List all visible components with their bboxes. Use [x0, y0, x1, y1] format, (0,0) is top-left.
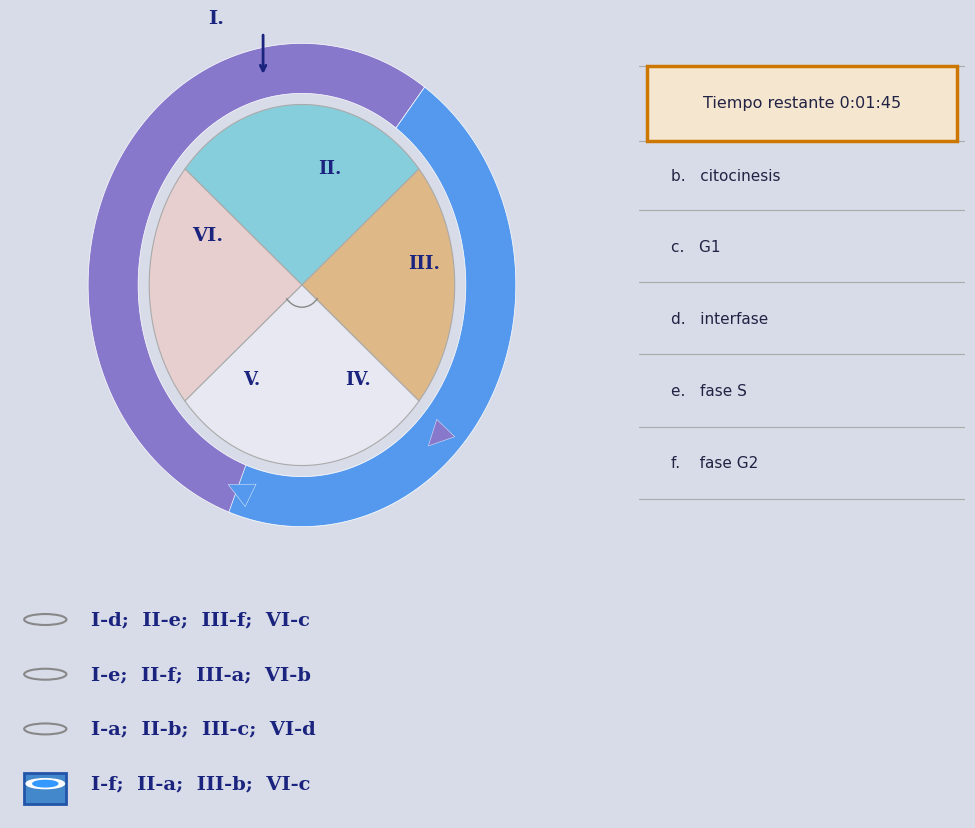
Text: I-a;  II-b;  III-c;  VI-d: I-a; II-b; III-c; VI-d — [92, 720, 316, 738]
Text: c.   G1: c. G1 — [671, 239, 721, 254]
Text: II.: II. — [318, 160, 341, 178]
Text: VI.: VI. — [192, 227, 223, 245]
Polygon shape — [228, 484, 256, 507]
Polygon shape — [428, 420, 454, 446]
Text: f.    fase G2: f. fase G2 — [671, 455, 759, 470]
Text: III.: III. — [409, 254, 440, 272]
Text: I-f;  II-a;  III-b;  VI-c: I-f; II-a; III-b; VI-c — [92, 775, 311, 792]
Polygon shape — [185, 105, 419, 286]
FancyBboxPatch shape — [24, 773, 66, 804]
Polygon shape — [229, 88, 516, 527]
Text: I.: I. — [208, 11, 224, 28]
Text: d.   interfase: d. interfase — [671, 311, 768, 326]
Text: a.   mitosis: a. mitosis — [671, 96, 755, 111]
Circle shape — [26, 778, 64, 788]
Polygon shape — [185, 286, 419, 466]
Polygon shape — [149, 170, 302, 402]
Text: I-e;  II-f;  III-a;  VI-b: I-e; II-f; III-a; VI-b — [92, 666, 311, 683]
Text: e.   fase S: e. fase S — [671, 383, 747, 398]
Text: IV.: IV. — [344, 371, 370, 389]
Text: V.: V. — [244, 371, 260, 389]
Text: b.   citocinesis: b. citocinesis — [671, 168, 781, 183]
Circle shape — [33, 781, 58, 787]
Polygon shape — [88, 45, 440, 527]
FancyBboxPatch shape — [646, 66, 957, 142]
Text: Tiempo restante 0:01:45: Tiempo restante 0:01:45 — [703, 96, 901, 111]
Text: I-d;  II-e;  III-f;  VI-c: I-d; II-e; III-f; VI-c — [92, 611, 310, 628]
Polygon shape — [302, 170, 454, 402]
